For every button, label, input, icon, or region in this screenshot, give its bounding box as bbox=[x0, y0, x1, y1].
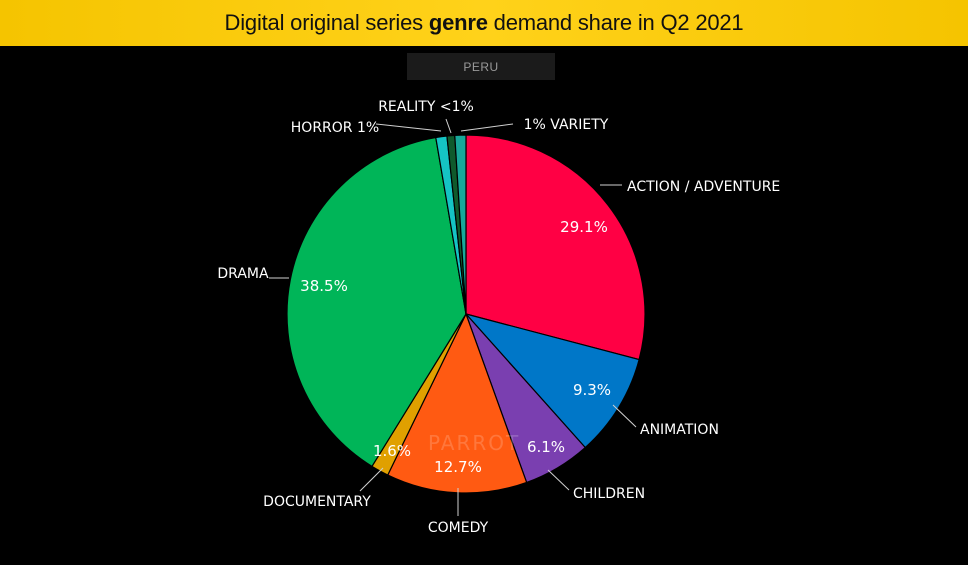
slice-label: ANIMATION bbox=[640, 422, 719, 438]
watermark: PARROT bbox=[428, 431, 520, 455]
title-pre: Digital original series bbox=[224, 10, 429, 35]
leader-line bbox=[612, 404, 637, 428]
region-label: PERU bbox=[407, 53, 555, 80]
pie-slices bbox=[286, 134, 646, 494]
slice-label: 1% VARIETY bbox=[524, 117, 609, 133]
leader-line bbox=[445, 118, 452, 134]
slice-label: REALITY <1% bbox=[378, 99, 474, 115]
slice-value-label: 12.7% bbox=[434, 458, 482, 476]
pie-slice-1-variety bbox=[454, 134, 467, 315]
slice-label: HORROR 1% bbox=[291, 120, 379, 136]
title-bold: genre bbox=[428, 10, 488, 35]
pie-slice-comedy bbox=[386, 312, 528, 494]
slice-label: COMEDY bbox=[428, 520, 489, 536]
slice-label: DRAMA bbox=[217, 266, 269, 282]
slice-value-label: 6.1% bbox=[527, 438, 565, 456]
slice-value-label: 38.5% bbox=[300, 277, 348, 295]
slice-label: CHILDREN bbox=[573, 486, 645, 502]
slice-label: ACTION / ADVENTURE bbox=[627, 179, 780, 195]
slice-value-labels: 29.1% 9.3% 6.1% 12.7% 1.6% 38.5% bbox=[300, 218, 611, 476]
leader-line bbox=[460, 123, 514, 132]
pie-slice-action-adventure bbox=[465, 134, 646, 361]
slice-label: DOCUMENTARY bbox=[263, 494, 371, 510]
leader-line bbox=[375, 123, 442, 132]
leader-line bbox=[359, 467, 384, 492]
slice-labels: ACTION / ADVENTURE ANIMATION CHILDREN COMED… bbox=[217, 99, 780, 536]
leader-line bbox=[547, 469, 570, 491]
slice-value-label: 9.3% bbox=[573, 381, 611, 399]
slice-value-label: 1.6% bbox=[373, 442, 411, 460]
slice-value-label: 29.1% bbox=[560, 218, 608, 236]
title-post: demand share in Q2 2021 bbox=[487, 10, 744, 35]
chart-title: Digital original series genre demand sha… bbox=[225, 10, 744, 36]
pie-slice-drama bbox=[286, 136, 467, 468]
chart-header: Digital original series genre demand sha… bbox=[0, 0, 968, 46]
pie-slice-animation bbox=[464, 312, 640, 449]
leader-lines bbox=[269, 118, 637, 516]
